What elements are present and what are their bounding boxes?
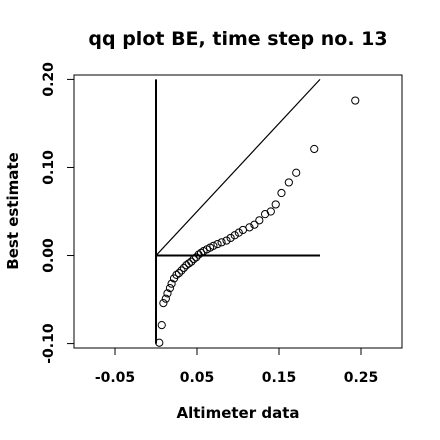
data-point bbox=[155, 338, 164, 347]
data-point bbox=[167, 279, 176, 288]
y-tick-label: 0.20 bbox=[41, 62, 57, 97]
data-point bbox=[255, 216, 264, 225]
data-point bbox=[187, 257, 196, 266]
data-point bbox=[250, 220, 259, 229]
data-point bbox=[310, 144, 319, 154]
y-axis-title: Best estimate bbox=[4, 152, 22, 269]
data-point bbox=[266, 207, 275, 216]
data-point bbox=[157, 321, 166, 330]
data-point bbox=[277, 188, 286, 198]
data-point bbox=[230, 231, 239, 240]
data-point bbox=[351, 96, 360, 105]
data-point bbox=[271, 200, 280, 209]
data-point bbox=[222, 236, 231, 245]
data-point bbox=[217, 238, 226, 247]
data-point bbox=[165, 284, 175, 293]
y-tick-label: -0.10 bbox=[41, 323, 57, 364]
y-tick-label: 0.00 bbox=[41, 238, 57, 273]
data-point bbox=[174, 269, 184, 278]
plot-frame bbox=[73, 74, 403, 349]
chart-title: qq plot BE, time step no. 13 bbox=[88, 28, 387, 50]
data-point bbox=[161, 294, 170, 303]
data-point bbox=[209, 241, 218, 250]
x-tick-label: 0.25 bbox=[344, 370, 379, 386]
scatter-points bbox=[155, 96, 360, 347]
data-point bbox=[179, 263, 188, 272]
y-axis: -0.10 0.00 0.10 0.20 bbox=[41, 62, 74, 364]
data-point bbox=[189, 254, 198, 264]
data-point bbox=[163, 289, 172, 298]
x-tick-label: 0.05 bbox=[180, 370, 215, 386]
x-axis: -0.05 0.05 0.15 0.25 bbox=[95, 348, 378, 386]
data-point bbox=[192, 253, 201, 262]
data-point bbox=[292, 168, 301, 177]
data-point bbox=[234, 228, 243, 237]
x-tick-label: 0.15 bbox=[262, 370, 297, 386]
x-tick-label: -0.05 bbox=[95, 370, 135, 386]
data-point bbox=[184, 259, 193, 268]
data-point bbox=[159, 298, 168, 308]
identity-line bbox=[155, 78, 321, 256]
data-point bbox=[226, 233, 235, 243]
data-point bbox=[284, 178, 293, 187]
reference-lines bbox=[155, 78, 321, 344]
data-point bbox=[245, 223, 254, 232]
data-point bbox=[177, 266, 186, 275]
x-axis-title: Altimeter data bbox=[177, 404, 300, 422]
y-tick-label: 0.10 bbox=[41, 150, 57, 185]
data-point bbox=[172, 270, 181, 280]
data-point bbox=[197, 248, 206, 257]
data-point bbox=[213, 239, 222, 249]
